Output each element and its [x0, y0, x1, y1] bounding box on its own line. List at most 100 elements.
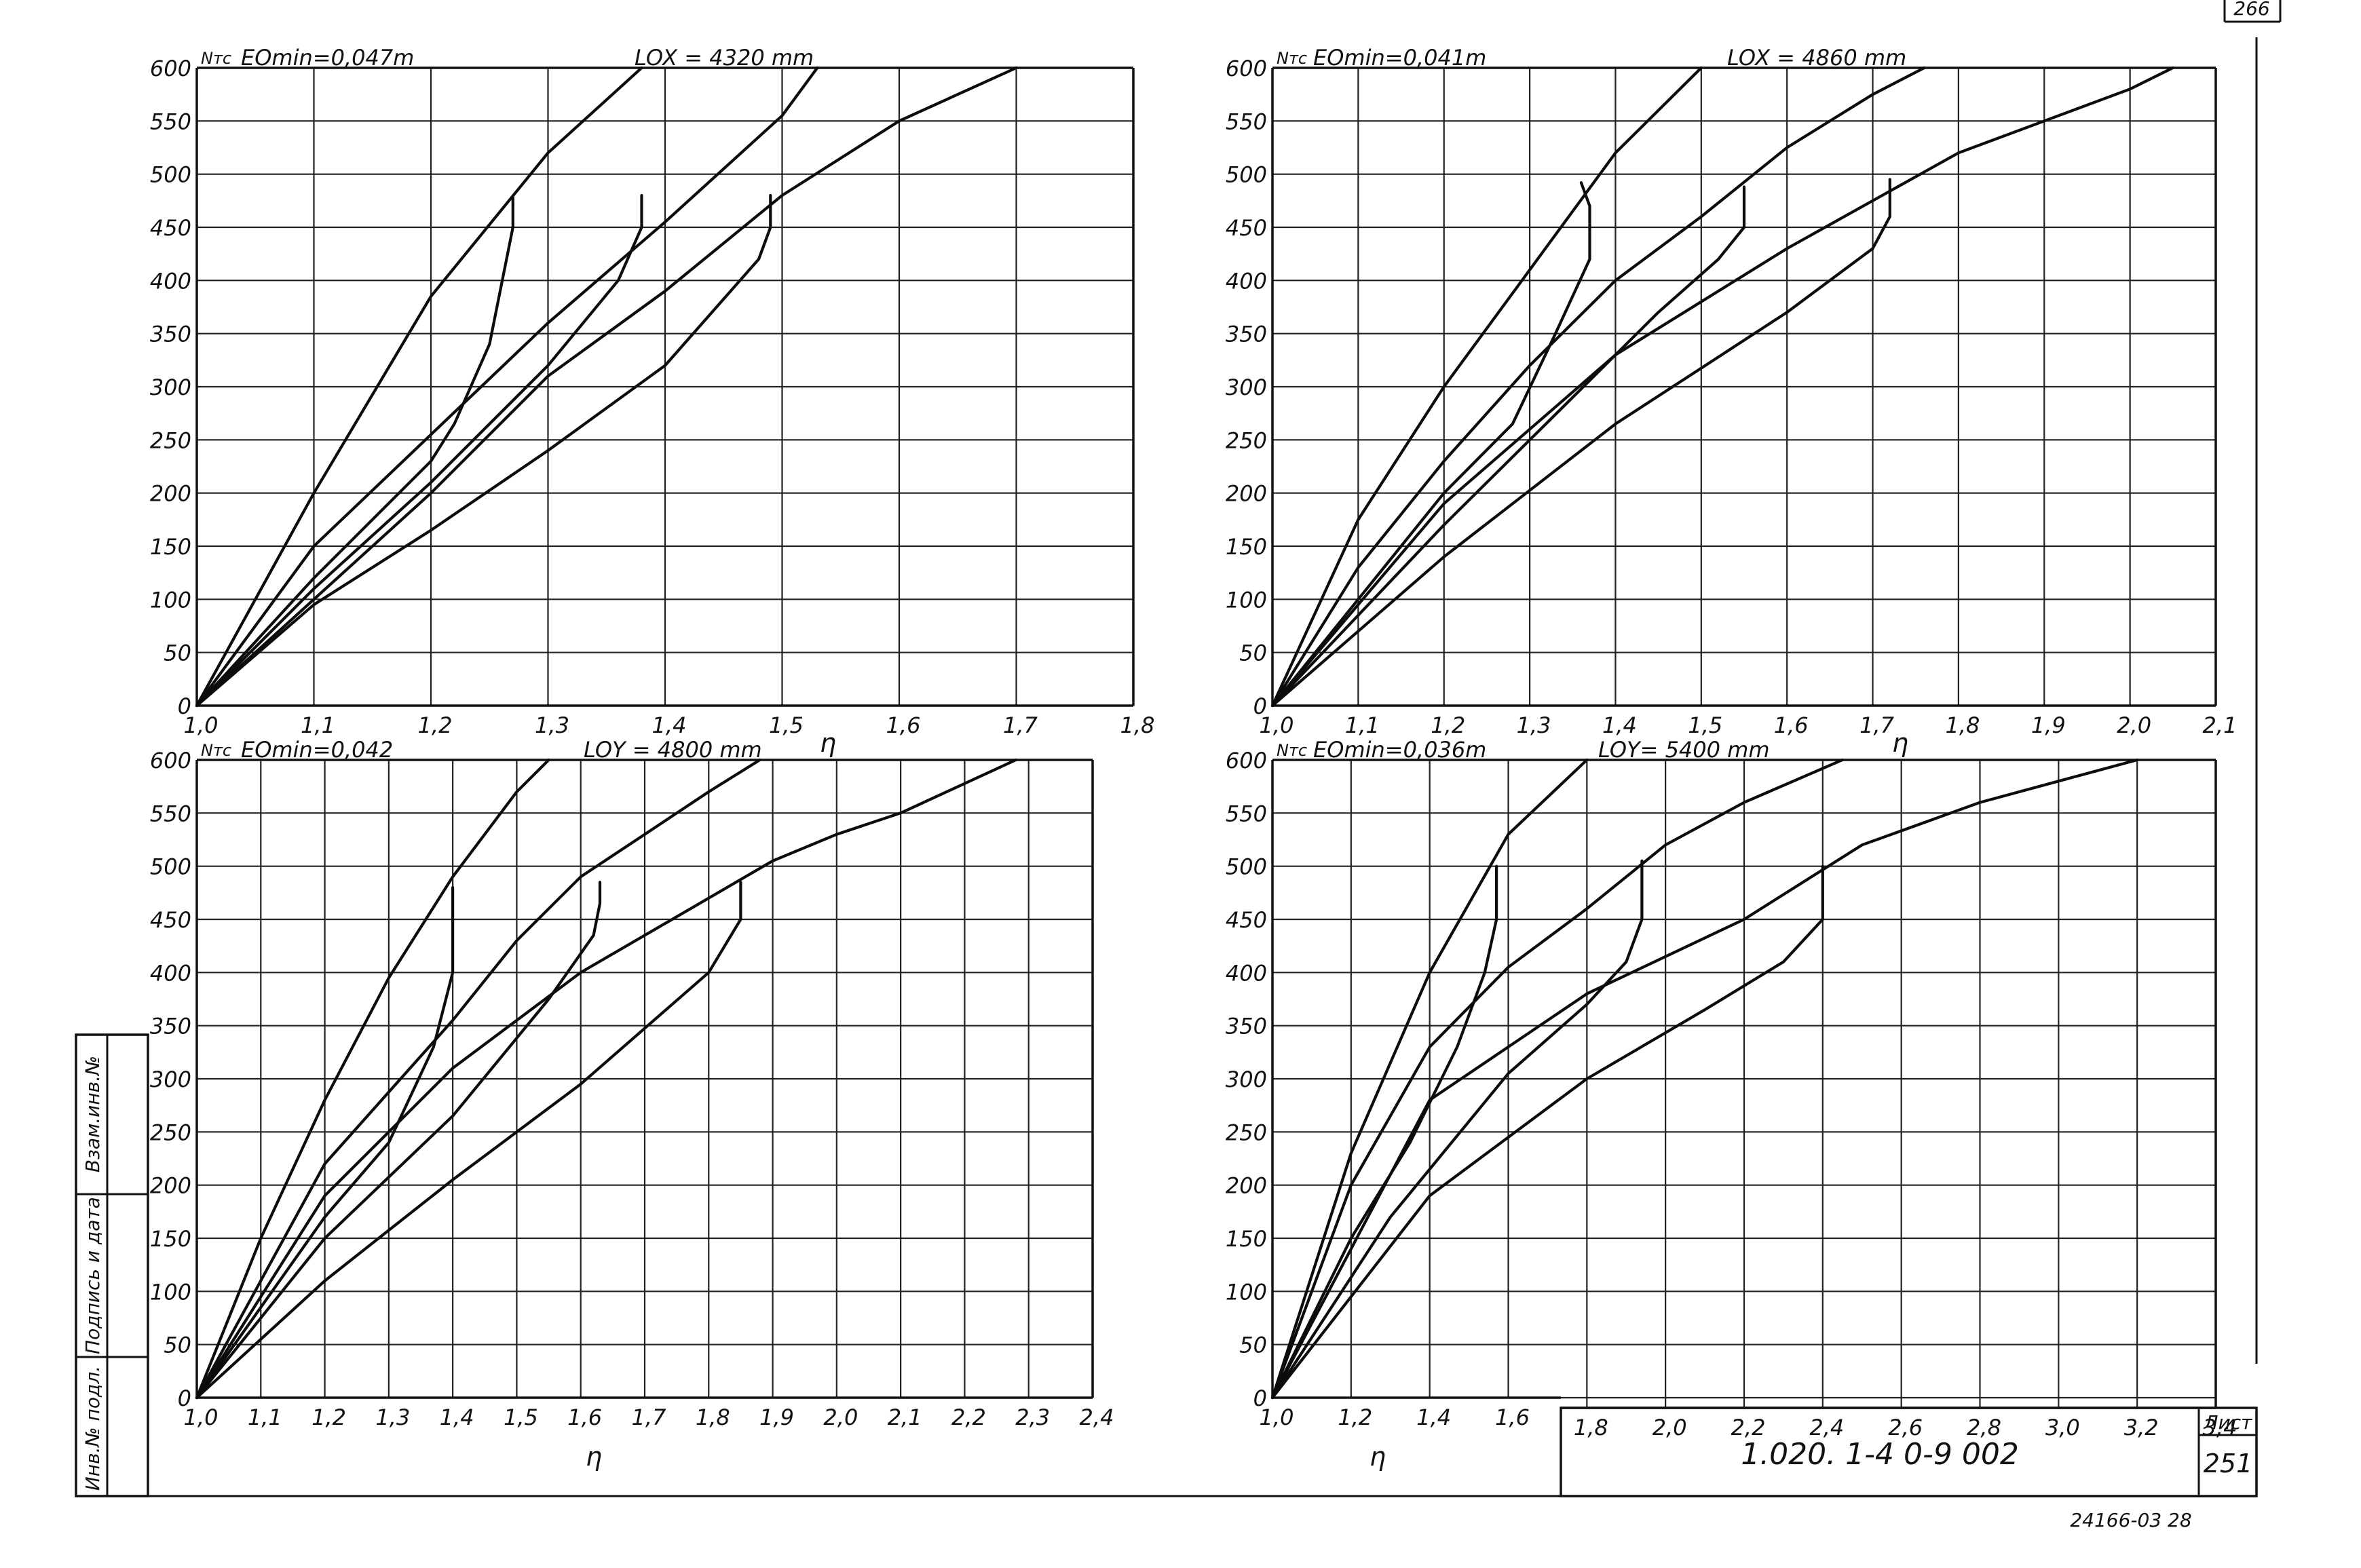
side-label-inventory: Инв.№ подл. — [81, 1366, 104, 1491]
y-tick-label: 100 — [150, 1279, 191, 1305]
y-tick-label: 150 — [150, 1226, 191, 1252]
x-tick-label: 2,2 — [951, 1404, 986, 1430]
x-tick-label: 1,5 — [1688, 712, 1722, 738]
x-tick-label: 1,1 — [248, 1404, 282, 1430]
y-tick-label: 350 — [1226, 1014, 1267, 1039]
y-tick-label: 450 — [1226, 215, 1267, 241]
x-tick-label: 2,4 — [1809, 1415, 1844, 1440]
y-tick-label: 250 — [1226, 1120, 1267, 1145]
series-line — [195, 193, 643, 708]
series-line — [1270, 66, 1926, 708]
y-tick-label: 500 — [150, 854, 191, 880]
x-tick-label: 1,1 — [1345, 712, 1380, 738]
x-tick-label: 1,2 — [311, 1404, 346, 1430]
x-tick-label: 1,4 — [1602, 712, 1637, 738]
x-tick-label: 1,5 — [769, 712, 804, 738]
y-tick-label: 550 — [150, 109, 191, 134]
x-tick-label: 1,9 — [759, 1404, 794, 1430]
x-tick-label: 2,2 — [1731, 1415, 1766, 1440]
x-axis-label: η — [1370, 1442, 1386, 1472]
x-tick-label: 1,2 — [418, 712, 453, 738]
y-axis-name: Nтс — [201, 741, 231, 760]
y-tick-label: 600 — [150, 56, 191, 81]
list-label: Лист — [2204, 1411, 2253, 1434]
x-axis-label: η — [586, 1442, 602, 1472]
y-tick-label: 50 — [164, 1333, 191, 1358]
y-tick-label: 250 — [150, 1120, 191, 1145]
length-label: LOX = 4860 mm — [1727, 45, 1906, 71]
x-axis-label: η — [1892, 728, 1908, 758]
y-tick-label: 50 — [164, 640, 191, 666]
y-tick-label: 300 — [1226, 375, 1267, 400]
x-tick-label: 1,4 — [1416, 1404, 1451, 1430]
y-tick-label: 100 — [1226, 1279, 1267, 1305]
series-line — [1270, 66, 2174, 708]
series-line — [195, 66, 819, 708]
y-tick-label: 300 — [150, 375, 191, 400]
side-stamp — [75, 1033, 149, 1497]
y-tick-label: 100 — [150, 587, 191, 613]
series-line — [1270, 859, 1644, 1400]
y-tick-label: 450 — [150, 907, 191, 933]
y-tick-label: 0 — [1253, 1385, 1267, 1411]
x-tick-label: 1,7 — [1859, 712, 1895, 738]
x-tick-label: 1,8 — [1574, 1415, 1608, 1440]
series-line — [1270, 758, 2139, 1400]
length-label: LOY = 4800 mm — [584, 737, 762, 763]
y-axis-name: Nтс — [1277, 49, 1307, 68]
chart-bottom-left: 0 50 100 150 200 250 300 350 400 450 500 550 600 1,0 1… — [150, 737, 1114, 1472]
y-axis-name: Nтс — [201, 49, 231, 68]
y-tick-label: 0 — [178, 693, 191, 719]
y-axis-name: Nтс — [1277, 741, 1307, 760]
y-tick-label: 200 — [1226, 1173, 1267, 1199]
series-line — [1270, 864, 1824, 1400]
y-tick-label: 550 — [1226, 109, 1267, 134]
x-tick-label: 2,0 — [2117, 712, 2151, 738]
series-line — [1270, 864, 1498, 1400]
x-tick-label: 1,3 — [535, 712, 569, 738]
series-line — [195, 66, 1018, 708]
x-tick-label: 1,8 — [1120, 712, 1155, 738]
y-tick-label: 350 — [1226, 322, 1267, 347]
y-tick-label: 550 — [150, 801, 191, 826]
x-tick-label: 1,4 — [652, 712, 687, 738]
y-tick-label: 0 — [1253, 693, 1267, 719]
series-line — [1270, 178, 1891, 708]
chart-top-right: 0 50 100 150 200 250 300 350 400 450 500 550 600 1,0 1… — [1226, 45, 2237, 758]
series-line — [195, 758, 1018, 1400]
y-tick-label: 600 — [1226, 748, 1267, 773]
y-tick-label: 150 — [1226, 534, 1267, 560]
y-tick-label: 550 — [1226, 801, 1267, 826]
y-tick-label: 200 — [150, 481, 191, 507]
x-tick-label: 1,8 — [1945, 712, 1980, 738]
y-tick-label: 300 — [1226, 1067, 1267, 1092]
x-tick-label: 1,2 — [1431, 712, 1465, 738]
x-tick-label: 1,6 — [567, 1404, 602, 1430]
y-tick-label: 500 — [1226, 162, 1267, 188]
series-line — [195, 881, 742, 1400]
side-label-replacement: Взам.инв.№ — [81, 1056, 104, 1172]
y-tick-label: 350 — [150, 1014, 191, 1039]
x-tick-label: 2,4 — [1080, 1404, 1114, 1430]
length-label: LOX = 4320 mm — [635, 45, 814, 71]
y-tick-label: 400 — [1226, 268, 1267, 294]
x-axis-label: η — [820, 728, 836, 758]
y-tick-label: 400 — [150, 960, 191, 986]
y-tick-label: 450 — [150, 215, 191, 241]
x-tick-label: 2,6 — [1888, 1415, 1923, 1440]
y-tick-label: 50 — [1239, 1333, 1267, 1358]
x-tick-label: 1,3 — [375, 1404, 410, 1430]
x-tick-label: 1,0 — [184, 1404, 219, 1430]
x-tick-label: 1,7 — [632, 1404, 667, 1430]
x-tick-label: 1,0 — [1260, 1404, 1294, 1430]
x-tick-label: 2,1 — [2203, 712, 2237, 738]
y-tick-label: 200 — [150, 1173, 191, 1199]
x-tick-label: 1,1 — [301, 712, 335, 738]
series-line — [195, 881, 602, 1400]
y-tick-label: 600 — [150, 748, 191, 773]
y-tick-label: 250 — [150, 427, 191, 453]
x-tick-label: 1,0 — [184, 712, 219, 738]
y-tick-label: 100 — [1226, 587, 1267, 613]
x-tick-label: 2,3 — [1015, 1404, 1050, 1430]
